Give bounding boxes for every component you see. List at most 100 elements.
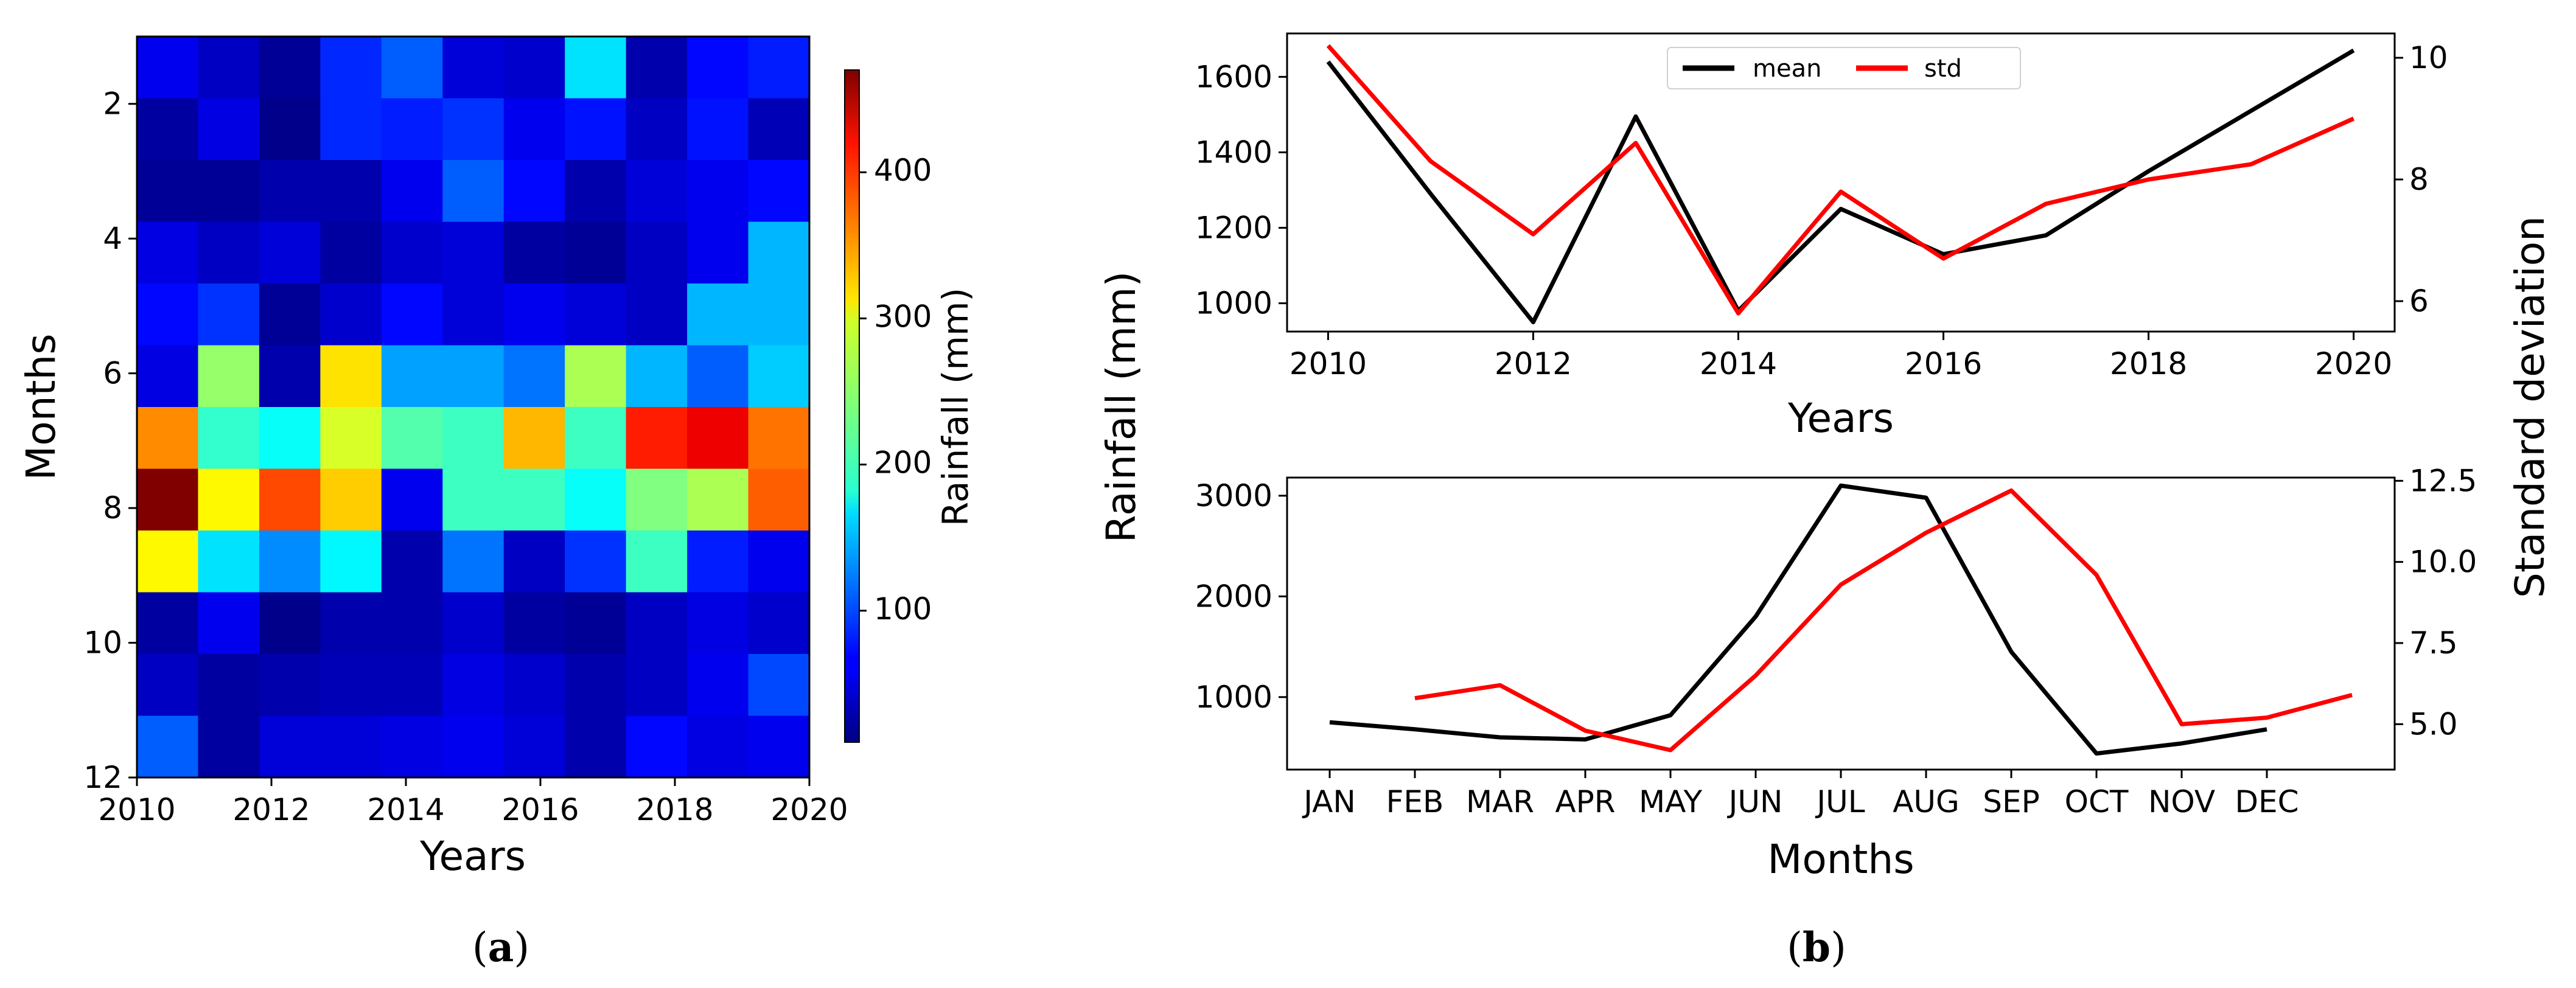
colorbar-tick-label: 300 [874,299,932,334]
heatmap-cell [259,98,321,161]
heatmap-cell [626,160,688,223]
heatmap-cell [320,592,382,655]
heatmap-cell [198,592,260,655]
heatmap-x-ticks: 2010 2012 2014 2016 2018 2020 [98,778,848,827]
heatmap-cell [503,592,565,655]
series-line-mean [1329,483,2267,756]
heatmap-cell [198,98,260,161]
heatmap-cell [565,407,627,470]
heatmap-cell [259,468,321,531]
heatmap-cell [748,37,810,99]
heatmap-cell [381,468,444,531]
heatmap-cell [565,531,627,593]
heatmap-cell [626,531,688,593]
legend-box [1667,47,2021,89]
heatmap-cell [320,221,382,284]
x-tick-label: OCT [2065,784,2129,819]
y-tick-label: 2 [103,86,122,122]
heatmap-cell [748,160,810,223]
heatmap-cell [137,221,199,284]
yearly-y-ticks-left: 1000 1200 1400 1600 [1195,59,1287,321]
heatmap-cell [259,160,321,223]
heatmap-cell [259,592,321,655]
heatmap-cell [503,468,565,531]
heatmap-cell [565,37,627,99]
heatmap-cell [381,98,444,161]
y-tick-label: 1600 [1195,59,1272,94]
x-tick-label: 2018 [636,792,713,827]
heatmap-cell [198,160,260,223]
heatmap-y-ticks: 2 4 6 8 10 12 [83,86,137,795]
yearly-x-ticks: 2010 2012 2014 2016 2018 2020 [1290,332,2392,381]
heatmap-cell [381,221,444,284]
y-right-tick-label: 5.0 [2409,706,2458,742]
series-line-mean [1326,48,2355,324]
heatmap-cell [748,592,810,655]
heatmap-cell [687,531,749,593]
colorbar-tick-label: 400 [874,153,932,188]
heatmap-cell [381,37,444,99]
heatmap-cell [565,345,627,408]
y-tick-label: 12 [83,760,122,795]
legend-label-mean: mean [1753,55,1821,83]
heatmap-cell [442,715,504,778]
heatmap-cell [259,654,321,717]
heatmap-cell [198,654,260,717]
heatmap-cell [137,468,199,531]
series-line-std [1326,44,2355,316]
x-tick-label: MAY [1639,784,1702,819]
heatmap-cell [626,468,688,531]
y-tick-label: 3000 [1195,478,1272,513]
heatmap-cell [442,654,504,717]
heatmap-cell [137,160,199,223]
heatmap-cell [320,654,382,717]
heatmap-cell [748,531,810,593]
x-tick-label: 2014 [367,792,444,827]
heatmap-cell [320,715,382,778]
heatmap-cell [626,221,688,284]
heatmap-cell [503,98,565,161]
heatmap-cell [565,468,627,531]
heatmap-cell [259,715,321,778]
y-tick-label: 1000 [1195,285,1272,321]
yearly-series-lines [1326,44,2355,324]
colorbar-ticks: 100 200 300 400 [859,153,932,627]
heatmap-cell [320,407,382,470]
heatmap-cell [565,98,627,161]
y-tick-label: 10 [83,625,122,661]
heatmap-cell [320,468,382,531]
x-tick-label: JUL [1815,784,1865,819]
heatmap-cell [565,221,627,284]
heatmap-cell [259,284,321,346]
series-line-std [1414,488,2353,753]
heatmap-cell [748,715,810,778]
heatmap-cell [503,531,565,593]
heatmap-cell [320,531,382,593]
heatmap-cell [442,531,504,593]
colorbar-label: Rainfall (mm) [935,288,976,526]
heatmap-cell [565,160,627,223]
heatmap-cell [626,345,688,408]
x-tick-label: 2020 [2315,346,2392,381]
heatmap-frame [136,35,811,779]
heatmap-cell [503,221,565,284]
x-tick-label: JUN [1727,784,1783,819]
panel-a-caption: (a) [472,924,529,971]
heatmap-cell [320,37,382,99]
heatmap-cell [626,407,688,470]
x-tick-label: 2010 [1290,346,1367,381]
panel-a-letter: a [488,924,514,971]
heatmap-cell [442,98,504,161]
heatmap-cell [442,592,504,655]
heatmap-cell [503,345,565,408]
heatmap-cell [748,284,810,346]
heatmap-cell [137,531,199,593]
x-tick-label: FEB [1386,784,1444,819]
monthly-series-lines [1329,483,2353,756]
heatmap-cell [137,715,199,778]
heatmap-cell [259,531,321,593]
monthly-x-ticks: JAN FEB MAR APR MAY JUN JUL AUG SEP OCT NOV DEC [1302,770,2299,819]
heatmap-cell [198,531,260,593]
heatmap-cell [626,284,688,346]
